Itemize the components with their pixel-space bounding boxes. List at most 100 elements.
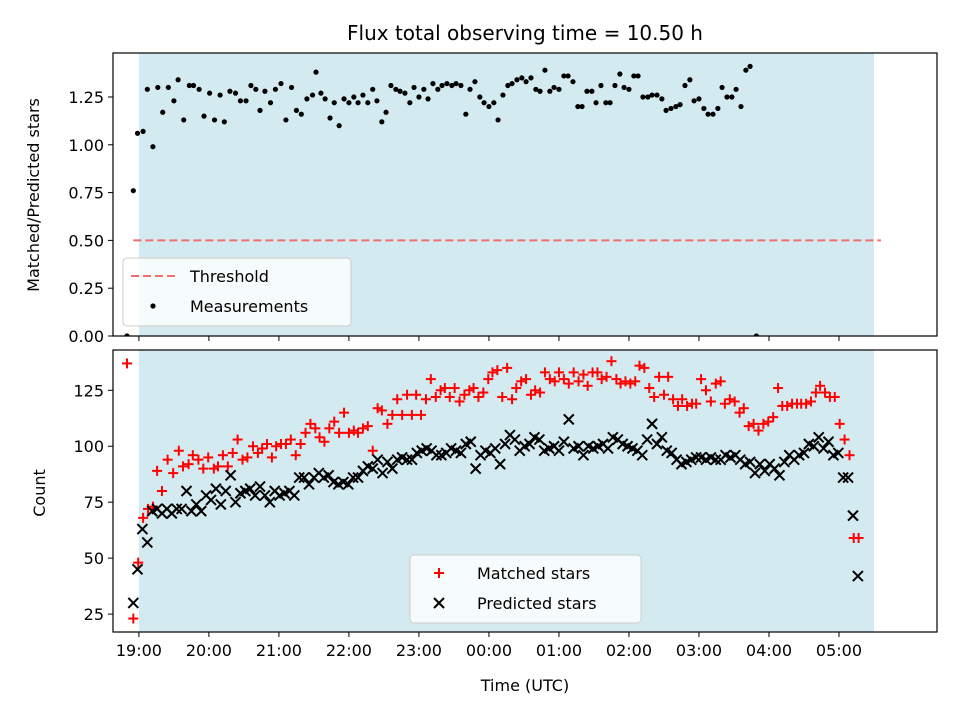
x-tick-label: 05:00 <box>816 641 862 660</box>
matched-star-marker <box>696 374 707 385</box>
measurement-point <box>304 96 310 102</box>
predicted-star-marker <box>367 462 379 475</box>
x-tick-label: 01:00 <box>536 641 582 660</box>
predicted-star-marker-d2 <box>695 451 707 464</box>
top-y-tick-label: 1.00 <box>68 136 104 155</box>
predicted-star-marker-d2 <box>533 433 546 446</box>
matched-star-marker <box>392 394 403 405</box>
matched-star-marker <box>805 396 816 407</box>
matched-star-marker <box>601 371 612 382</box>
measurement-point <box>196 86 202 92</box>
matched-star-marker <box>654 371 665 382</box>
predicted-star-marker-d2 <box>175 503 188 515</box>
predicted-star-marker-d2 <box>347 471 359 484</box>
matched-star-marker <box>334 427 345 438</box>
predicted-star-marker <box>298 471 310 484</box>
legend-matched-label: Matched stars <box>477 564 590 583</box>
measurement-point <box>579 103 585 110</box>
matched-star-marker <box>544 374 555 385</box>
predicted-star-marker <box>141 536 154 549</box>
matched-star-marker <box>213 461 224 472</box>
x-tick-label: 19:00 <box>116 641 162 660</box>
top-data-layer <box>124 63 881 336</box>
predicted-star-marker <box>322 469 335 482</box>
predicted-star-marker <box>646 418 658 430</box>
matched-star-marker <box>634 360 645 371</box>
measurement-point <box>227 88 233 94</box>
measurement-point <box>421 86 427 92</box>
x-tick-label: 00:00 <box>466 641 512 660</box>
predicted-star-marker <box>465 436 477 448</box>
matched-star-marker <box>138 512 149 523</box>
legend-predicted-label: Predicted stars <box>477 594 597 613</box>
predicted-star-marker <box>220 485 232 497</box>
predicted-star-marker-d2 <box>327 476 340 488</box>
matched-star-marker <box>329 416 340 427</box>
predicted-star-marker-d2 <box>499 438 511 450</box>
predicted-star-marker <box>342 478 354 490</box>
predicted-star-marker <box>215 498 227 511</box>
matched-star-marker <box>473 392 484 402</box>
predicted-star-marker-d2 <box>322 469 335 482</box>
measurement-point <box>351 94 357 100</box>
measurement-point <box>649 92 655 98</box>
measurement-point <box>701 105 707 112</box>
matched-star-marker <box>376 405 387 416</box>
predicted-star-marker <box>190 498 203 511</box>
predicted-star-marker-d2 <box>229 496 242 508</box>
measurement-point <box>444 80 450 87</box>
predicted-star-marker <box>656 431 668 443</box>
predicted-star-marker-d2 <box>489 442 501 455</box>
matched-star-marker <box>705 396 716 407</box>
matched-star-marker <box>492 365 503 376</box>
predicted-star-marker-d2 <box>690 451 702 464</box>
predicted-star-marker-d2 <box>141 536 154 549</box>
matched-star-marker <box>178 461 189 472</box>
predicted-star-marker-d2 <box>812 431 825 443</box>
matched-star-marker <box>357 423 368 434</box>
measurement-point <box>416 94 422 100</box>
predicted-star-marker <box>376 467 389 479</box>
matched-star-marker <box>719 398 730 409</box>
matched-star-marker <box>663 371 674 382</box>
matched-star-marker <box>829 392 840 402</box>
predicted-star-marker-d2 <box>249 489 261 502</box>
predicted-star-marker-d2 <box>430 449 443 461</box>
matched-star-marker <box>710 378 721 389</box>
predicted-star-marker-d2 <box>646 418 658 430</box>
measurement-point <box>309 92 316 98</box>
predicted-star-marker <box>837 471 849 484</box>
predicted-star-marker-d2 <box>293 471 305 484</box>
predicted-star-marker-d2 <box>808 440 820 452</box>
predicted-star-marker <box>832 447 844 459</box>
measurement-point <box>393 86 399 92</box>
measurement-point <box>155 84 161 91</box>
predicted-star-marker <box>523 438 536 450</box>
measurement-point <box>523 79 529 85</box>
matched-star-marker <box>487 367 498 378</box>
predicted-star-marker-d2 <box>352 471 364 484</box>
predicted-star-marker <box>210 483 222 495</box>
predicted-star-marker <box>489 442 501 455</box>
matched-star-marker <box>839 434 850 445</box>
matched-star-marker <box>625 378 636 389</box>
matched-star-marker <box>439 383 450 394</box>
predicted-star-marker-d2 <box>342 478 354 490</box>
predicted-star-marker-d2 <box>822 436 835 448</box>
x-tick-label: 23:00 <box>396 641 442 660</box>
matched-star-marker <box>758 418 769 429</box>
predicted-star-marker-d2 <box>131 563 144 576</box>
predicted-star-marker <box>127 597 140 609</box>
matched-star-marker <box>521 374 532 385</box>
matched-star-marker <box>290 450 301 461</box>
measurement-point <box>383 109 389 115</box>
predicted-star-marker <box>229 496 242 508</box>
bottom-y-tick-label: 100 <box>73 437 104 456</box>
matched-star-marker <box>507 394 518 405</box>
predicted-star-marker-d2 <box>371 453 384 466</box>
measurement-point <box>677 102 683 108</box>
matched-star-marker <box>582 380 593 391</box>
measurement-point <box>561 73 567 79</box>
matched-star-marker <box>497 392 508 402</box>
predicted-star-marker <box>352 471 364 484</box>
